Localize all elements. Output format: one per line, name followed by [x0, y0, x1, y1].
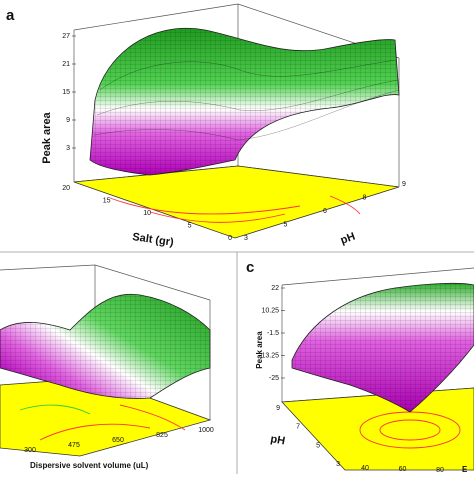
panel-c-y-axis-label: pH: [269, 433, 286, 447]
panel-a-x-axis-label: Salt (gr): [132, 231, 175, 249]
panel-c-z-axis-label: Peak area: [255, 331, 264, 369]
panel-a-x-tick-3: 5: [188, 223, 192, 230]
panel-a-y-ticks: 3 5 6 8 9: [244, 181, 406, 242]
panel-b-x-tick-3: 825: [156, 432, 168, 439]
panel-b-surface-mesh: [0, 294, 210, 399]
panel-c-y-tick-2: 5: [316, 442, 320, 449]
panel-c-x-axis-label-partial: E: [462, 465, 468, 474]
panel-b-x-tick-0: 300: [24, 447, 36, 454]
panel-a-y-tick-0: 3: [244, 235, 248, 242]
panel-a-letter: a: [6, 7, 15, 24]
panel-c-y-tick-0: 9: [276, 405, 280, 412]
panel-a-z-ticks: 27 21 15 9 3: [62, 33, 76, 152]
panel-a-z-axis-label: Peak area: [41, 111, 53, 163]
panel-c-z-tick-3: -13.25: [259, 353, 279, 360]
panel-b-x-axis-label: Dispersive solvent volume (uL): [30, 461, 149, 470]
panel-a-z-tick-2: 15: [62, 89, 70, 96]
panel-b-x-ticks: 300 475 650 825 1000: [24, 427, 214, 454]
panel-a-x-tick-2: 10: [143, 210, 151, 217]
panel-a: 27 21 15 9 3 20 15 10 5 0 3 5 6 8 9 a Peak area Salt…: [6, 3, 406, 249]
panel-c-z-tick-1: 10.25: [261, 308, 279, 315]
panel-a-y-tick-2: 6: [323, 208, 327, 215]
panel-a-surface-mesh: [90, 28, 399, 175]
panel-a-z-tick-4: 3: [66, 145, 70, 152]
panel-a-y-axis-label: pH: [339, 231, 357, 247]
panel-borders: [0, 251, 474, 474]
panel-c-y-ticks: 9 7 5 3: [276, 405, 340, 468]
panel-c-x-ticks: 40 60 80: [361, 465, 444, 474]
panel-a-surface-ridges: [93, 59, 400, 141]
panel-c-x-tick-0: 40: [361, 465, 369, 472]
panel-c-x-tick-2: 80: [436, 467, 444, 474]
panel-c: 22 10.25 -1.5 -13.25 -25 40 60 80 9 7 5 3 c Peak …: [246, 259, 474, 474]
panel-a-x-tick-4: 0: [228, 235, 232, 242]
panel-a-y-tick-4: 9: [402, 181, 406, 188]
panel-c-z-ticks: 22 10.25 -1.5 -13.25 -25: [259, 285, 285, 382]
panel-a-z-tick-0: 27: [62, 33, 70, 40]
panel-a-y-tick-1: 5: [284, 222, 288, 229]
panel-b: 300 475 650 825 1000 Dispersive solvent volu…: [0, 264, 214, 470]
panel-a-contours: [109, 195, 361, 223]
panel-c-y-tick-1: 7: [296, 424, 300, 431]
panel-a-x-tick-0: 20: [62, 185, 70, 192]
panel-b-x-tick-2: 650: [112, 437, 124, 444]
panel-a-y-tick-3: 8: [363, 195, 367, 202]
panel-c-x-tick-1: 60: [399, 466, 407, 473]
panel-a-z-tick-1: 21: [62, 61, 70, 68]
panel-c-z-tick-0: 22: [271, 285, 279, 292]
panel-c-z-tick-2: -1.5: [267, 330, 279, 337]
panel-b-contours: [19, 404, 186, 441]
panel-b-x-tick-4: 1000: [198, 427, 214, 434]
panel-c-z-tick-4: -25: [269, 375, 279, 382]
panel-a-x-ticks: 20 15 10 5 0: [62, 185, 232, 242]
panel-b-x-tick-1: 475: [68, 442, 80, 449]
panel-a-x-tick-1: 15: [103, 198, 111, 205]
panel-c-y-tick-3: 3: [336, 461, 340, 468]
panel-c-letter: c: [246, 259, 254, 276]
panel-a-z-tick-3: 9: [66, 117, 70, 124]
panel-c-floor: [281, 387, 474, 471]
panel-c-surface-mesh: [292, 283, 474, 412]
